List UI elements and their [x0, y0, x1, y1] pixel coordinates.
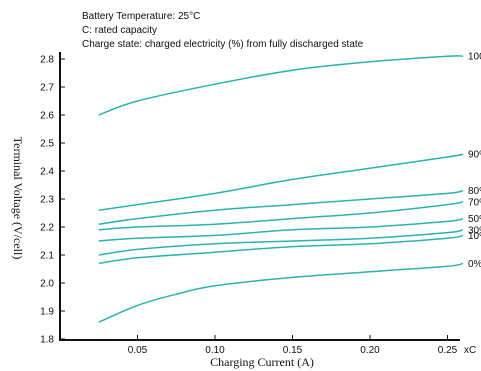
- series-label: 30%: [468, 225, 481, 236]
- y-tick-label: 2.5: [40, 139, 54, 150]
- note-charge-state: Charge state: charged electricity (%) fr…: [82, 39, 364, 50]
- y-tick-label: 2.1: [40, 251, 54, 262]
- series-curve: [98, 217, 464, 242]
- series-curve: [98, 201, 464, 231]
- note-battery-temperature: Battery Temperature: 25°C: [82, 11, 200, 22]
- series-curve: [98, 262, 464, 323]
- x-tick-label: 0.10: [205, 345, 225, 356]
- series-labels: 100% 90% 80%70% 50%30%10% 0%: [468, 52, 481, 270]
- note-rated-capacity: C: rated capacity: [82, 25, 157, 36]
- x-axis-title: Charging Current (A): [210, 355, 314, 369]
- x-axis-unit-label: xC: [464, 345, 476, 356]
- y-axis-title: Terminal Voltage (V/cell): [11, 137, 25, 260]
- y-tick-label: 2.8: [40, 55, 54, 66]
- y-tick-label: 2.0: [40, 279, 54, 290]
- y-tick-label: 1.9: [40, 307, 54, 318]
- x-axis-ticks: 0.05 0.10 0.15 0.20 0.25: [128, 335, 458, 356]
- y-tick-label: 2.6: [40, 111, 54, 122]
- series-label: 90%: [468, 150, 481, 161]
- y-tick-label: 2.7: [40, 83, 54, 94]
- series-curve: [98, 229, 464, 256]
- x-tick-label: 0.15: [283, 345, 303, 356]
- x-tick-label: 0.05: [128, 345, 148, 356]
- y-tick-label: 1.8: [40, 335, 54, 346]
- series-curves: [98, 55, 464, 323]
- series-curve: [98, 153, 464, 211]
- y-tick-label: 2.4: [40, 167, 54, 178]
- series-label: 80%: [468, 186, 481, 197]
- series-curve: [98, 55, 464, 116]
- y-tick-label: 2.3: [40, 195, 54, 206]
- series-curve: [98, 189, 464, 225]
- series-label: 10%: [468, 231, 481, 242]
- series-label: 70%: [468, 197, 481, 208]
- x-tick-label: 0.20: [360, 345, 380, 356]
- y-axis-ticks: 1.8 1.9 2.0 2.1 2.2 2.3 2.4 2.5 2.6 2.7 2.8: [40, 55, 65, 346]
- series-label: 50%: [468, 214, 481, 225]
- series-curve: [98, 234, 464, 265]
- series-label: 100%: [468, 52, 481, 63]
- x-tick-label: 0.25: [438, 345, 458, 356]
- chart-notes: Battery Temperature: 25°C C: rated capac…: [82, 11, 364, 50]
- y-tick-label: 2.2: [40, 223, 54, 234]
- series-label: 0%: [468, 259, 481, 270]
